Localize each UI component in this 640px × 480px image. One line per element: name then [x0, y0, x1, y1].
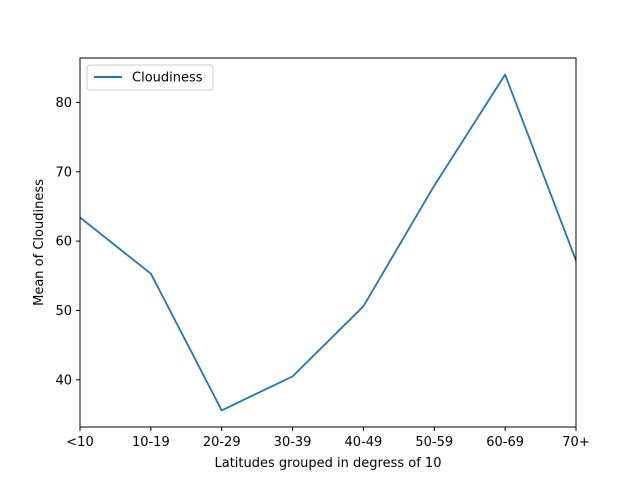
y-tick-label: 80 [55, 96, 72, 111]
y-axis-label: Mean of Cloudiness [32, 179, 47, 306]
legend: Cloudiness [87, 65, 213, 90]
x-tick-label: 30-39 [274, 435, 312, 450]
x-tick-label: 50-59 [415, 435, 453, 450]
x-tick-label: <10 [66, 435, 93, 450]
x-tick-label: 60-69 [486, 435, 524, 450]
y-tick-label: 50 [55, 304, 72, 319]
y-tick-label: 60 [55, 235, 72, 250]
legend-label: Cloudiness [132, 71, 203, 86]
x-tick-label: 40-49 [345, 435, 383, 450]
x-axis-label: Latitudes grouped in degress of 10 [215, 456, 442, 471]
x-tick-label: 10-19 [132, 435, 170, 450]
x-tick-label: 20-29 [203, 435, 241, 450]
x-tick-label: 70+ [562, 435, 589, 450]
y-tick-label: 70 [55, 165, 72, 180]
y-tick-label: 40 [55, 373, 72, 388]
